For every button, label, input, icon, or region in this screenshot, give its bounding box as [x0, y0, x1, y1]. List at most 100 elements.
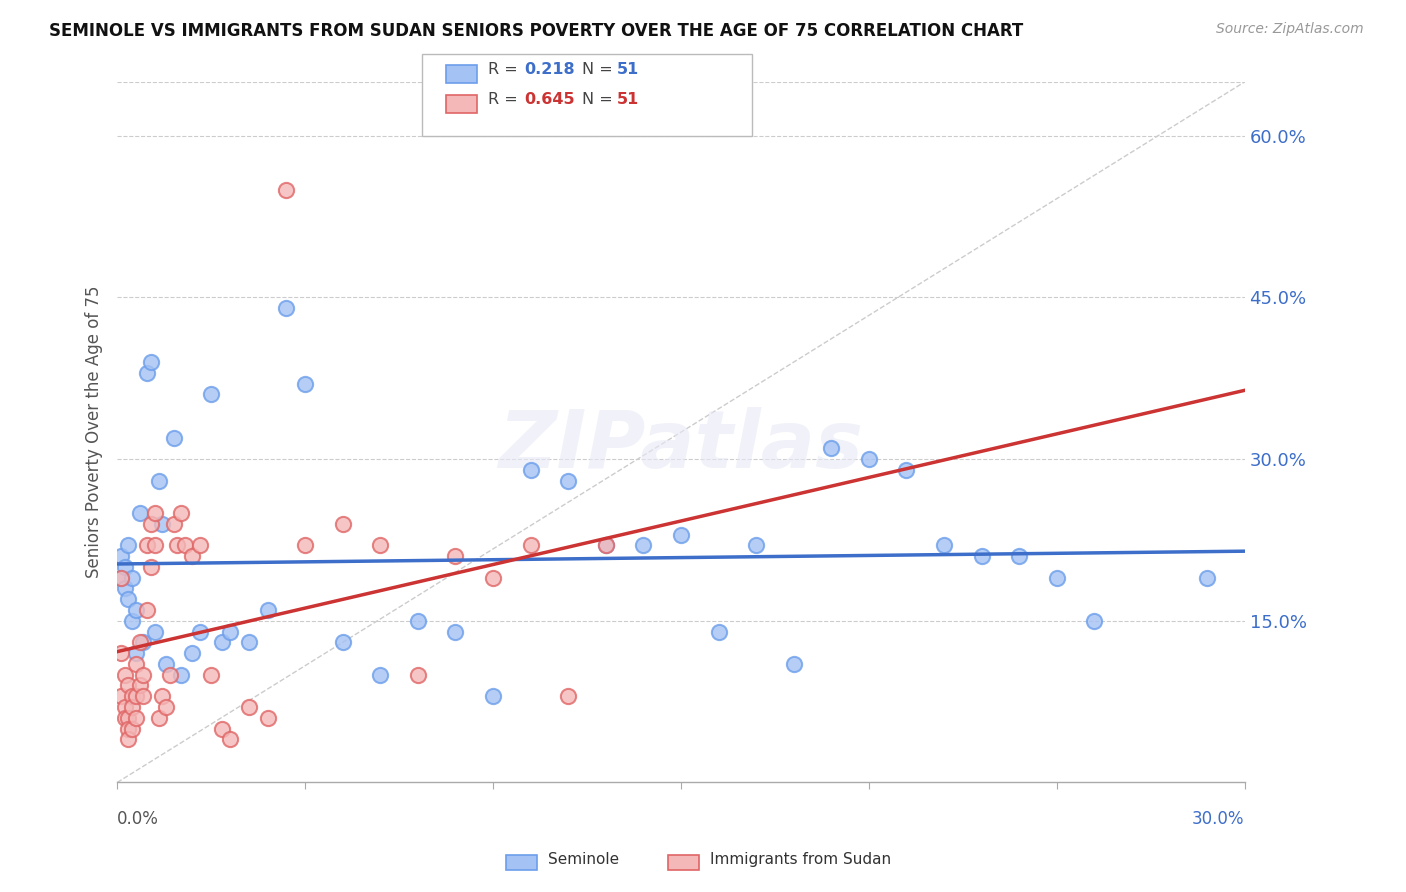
Point [368, 667, 391, 681]
Point [256, 711, 278, 725]
Point [162, 516, 184, 531]
Point [406, 614, 429, 628]
Point [117, 592, 139, 607]
Text: 0.0%: 0.0% [117, 811, 159, 829]
Point [162, 431, 184, 445]
Point [136, 366, 159, 380]
Point [155, 657, 177, 671]
Point [276, 301, 298, 316]
Point [117, 538, 139, 552]
Point [181, 549, 204, 563]
Point [332, 516, 354, 531]
Point [159, 667, 181, 681]
Point [114, 582, 136, 596]
Text: 0.218: 0.218 [524, 62, 575, 77]
Text: 51: 51 [617, 62, 640, 77]
Point [114, 667, 136, 681]
Text: Source: ZipAtlas.com: Source: ZipAtlas.com [1216, 22, 1364, 37]
Point [782, 657, 804, 671]
Text: N =: N = [582, 62, 619, 77]
Point [200, 387, 222, 401]
Point [332, 635, 354, 649]
Point [136, 538, 159, 552]
Point [125, 657, 148, 671]
Text: R =: R = [488, 62, 523, 77]
Point [200, 667, 222, 681]
Point [125, 711, 148, 725]
Point [595, 538, 617, 552]
Point [1197, 571, 1219, 585]
Point [166, 538, 188, 552]
Point [114, 711, 136, 725]
Point [132, 667, 155, 681]
Point [368, 538, 391, 552]
Point [121, 614, 143, 628]
Point [482, 571, 505, 585]
Point [121, 700, 143, 714]
Point [188, 624, 211, 639]
Point [633, 538, 655, 552]
Point [557, 690, 579, 704]
Point [136, 603, 159, 617]
Text: SEMINOLE VS IMMIGRANTS FROM SUDAN SENIORS POVERTY OVER THE AGE OF 75 CORRELATION: SEMINOLE VS IMMIGRANTS FROM SUDAN SENIOR… [49, 22, 1024, 40]
Text: R =: R = [488, 93, 523, 107]
Point [707, 624, 730, 639]
Text: Immigrants from Sudan: Immigrants from Sudan [710, 853, 891, 867]
Point [595, 538, 617, 552]
Point [294, 376, 316, 391]
Point [132, 690, 155, 704]
Point [117, 711, 139, 725]
Point [128, 506, 150, 520]
Point [238, 635, 260, 649]
Point [970, 549, 993, 563]
Point [820, 442, 842, 456]
Point [276, 183, 298, 197]
Point [114, 700, 136, 714]
Point [858, 452, 880, 467]
Point [150, 690, 173, 704]
Text: N =: N = [582, 93, 619, 107]
Point [125, 690, 148, 704]
Point [219, 732, 242, 747]
Point [170, 506, 193, 520]
Point [188, 538, 211, 552]
Point [170, 667, 193, 681]
Point [117, 678, 139, 692]
Text: 30.0%: 30.0% [1192, 811, 1244, 829]
Point [143, 506, 166, 520]
Point [110, 549, 132, 563]
Point [294, 538, 316, 552]
Point [211, 635, 233, 649]
Point [1046, 571, 1069, 585]
Point [406, 667, 429, 681]
Point [139, 560, 162, 574]
Point [557, 474, 579, 488]
Point [139, 516, 162, 531]
Point [139, 355, 162, 369]
Point [219, 624, 242, 639]
Point [114, 560, 136, 574]
Point [444, 549, 467, 563]
Point [482, 690, 505, 704]
Point [117, 722, 139, 736]
Point [211, 722, 233, 736]
Point [128, 678, 150, 692]
Point [148, 711, 170, 725]
Point [444, 624, 467, 639]
Point [110, 571, 132, 585]
Point [148, 474, 170, 488]
Point [896, 463, 918, 477]
Point [121, 722, 143, 736]
Point [143, 538, 166, 552]
Point [745, 538, 768, 552]
Point [519, 463, 541, 477]
Point [110, 646, 132, 660]
Point [110, 571, 132, 585]
Point [1083, 614, 1105, 628]
Point [110, 690, 132, 704]
Point [519, 538, 541, 552]
Text: 0.645: 0.645 [524, 93, 575, 107]
Point [125, 646, 148, 660]
Point [132, 635, 155, 649]
Point [121, 690, 143, 704]
